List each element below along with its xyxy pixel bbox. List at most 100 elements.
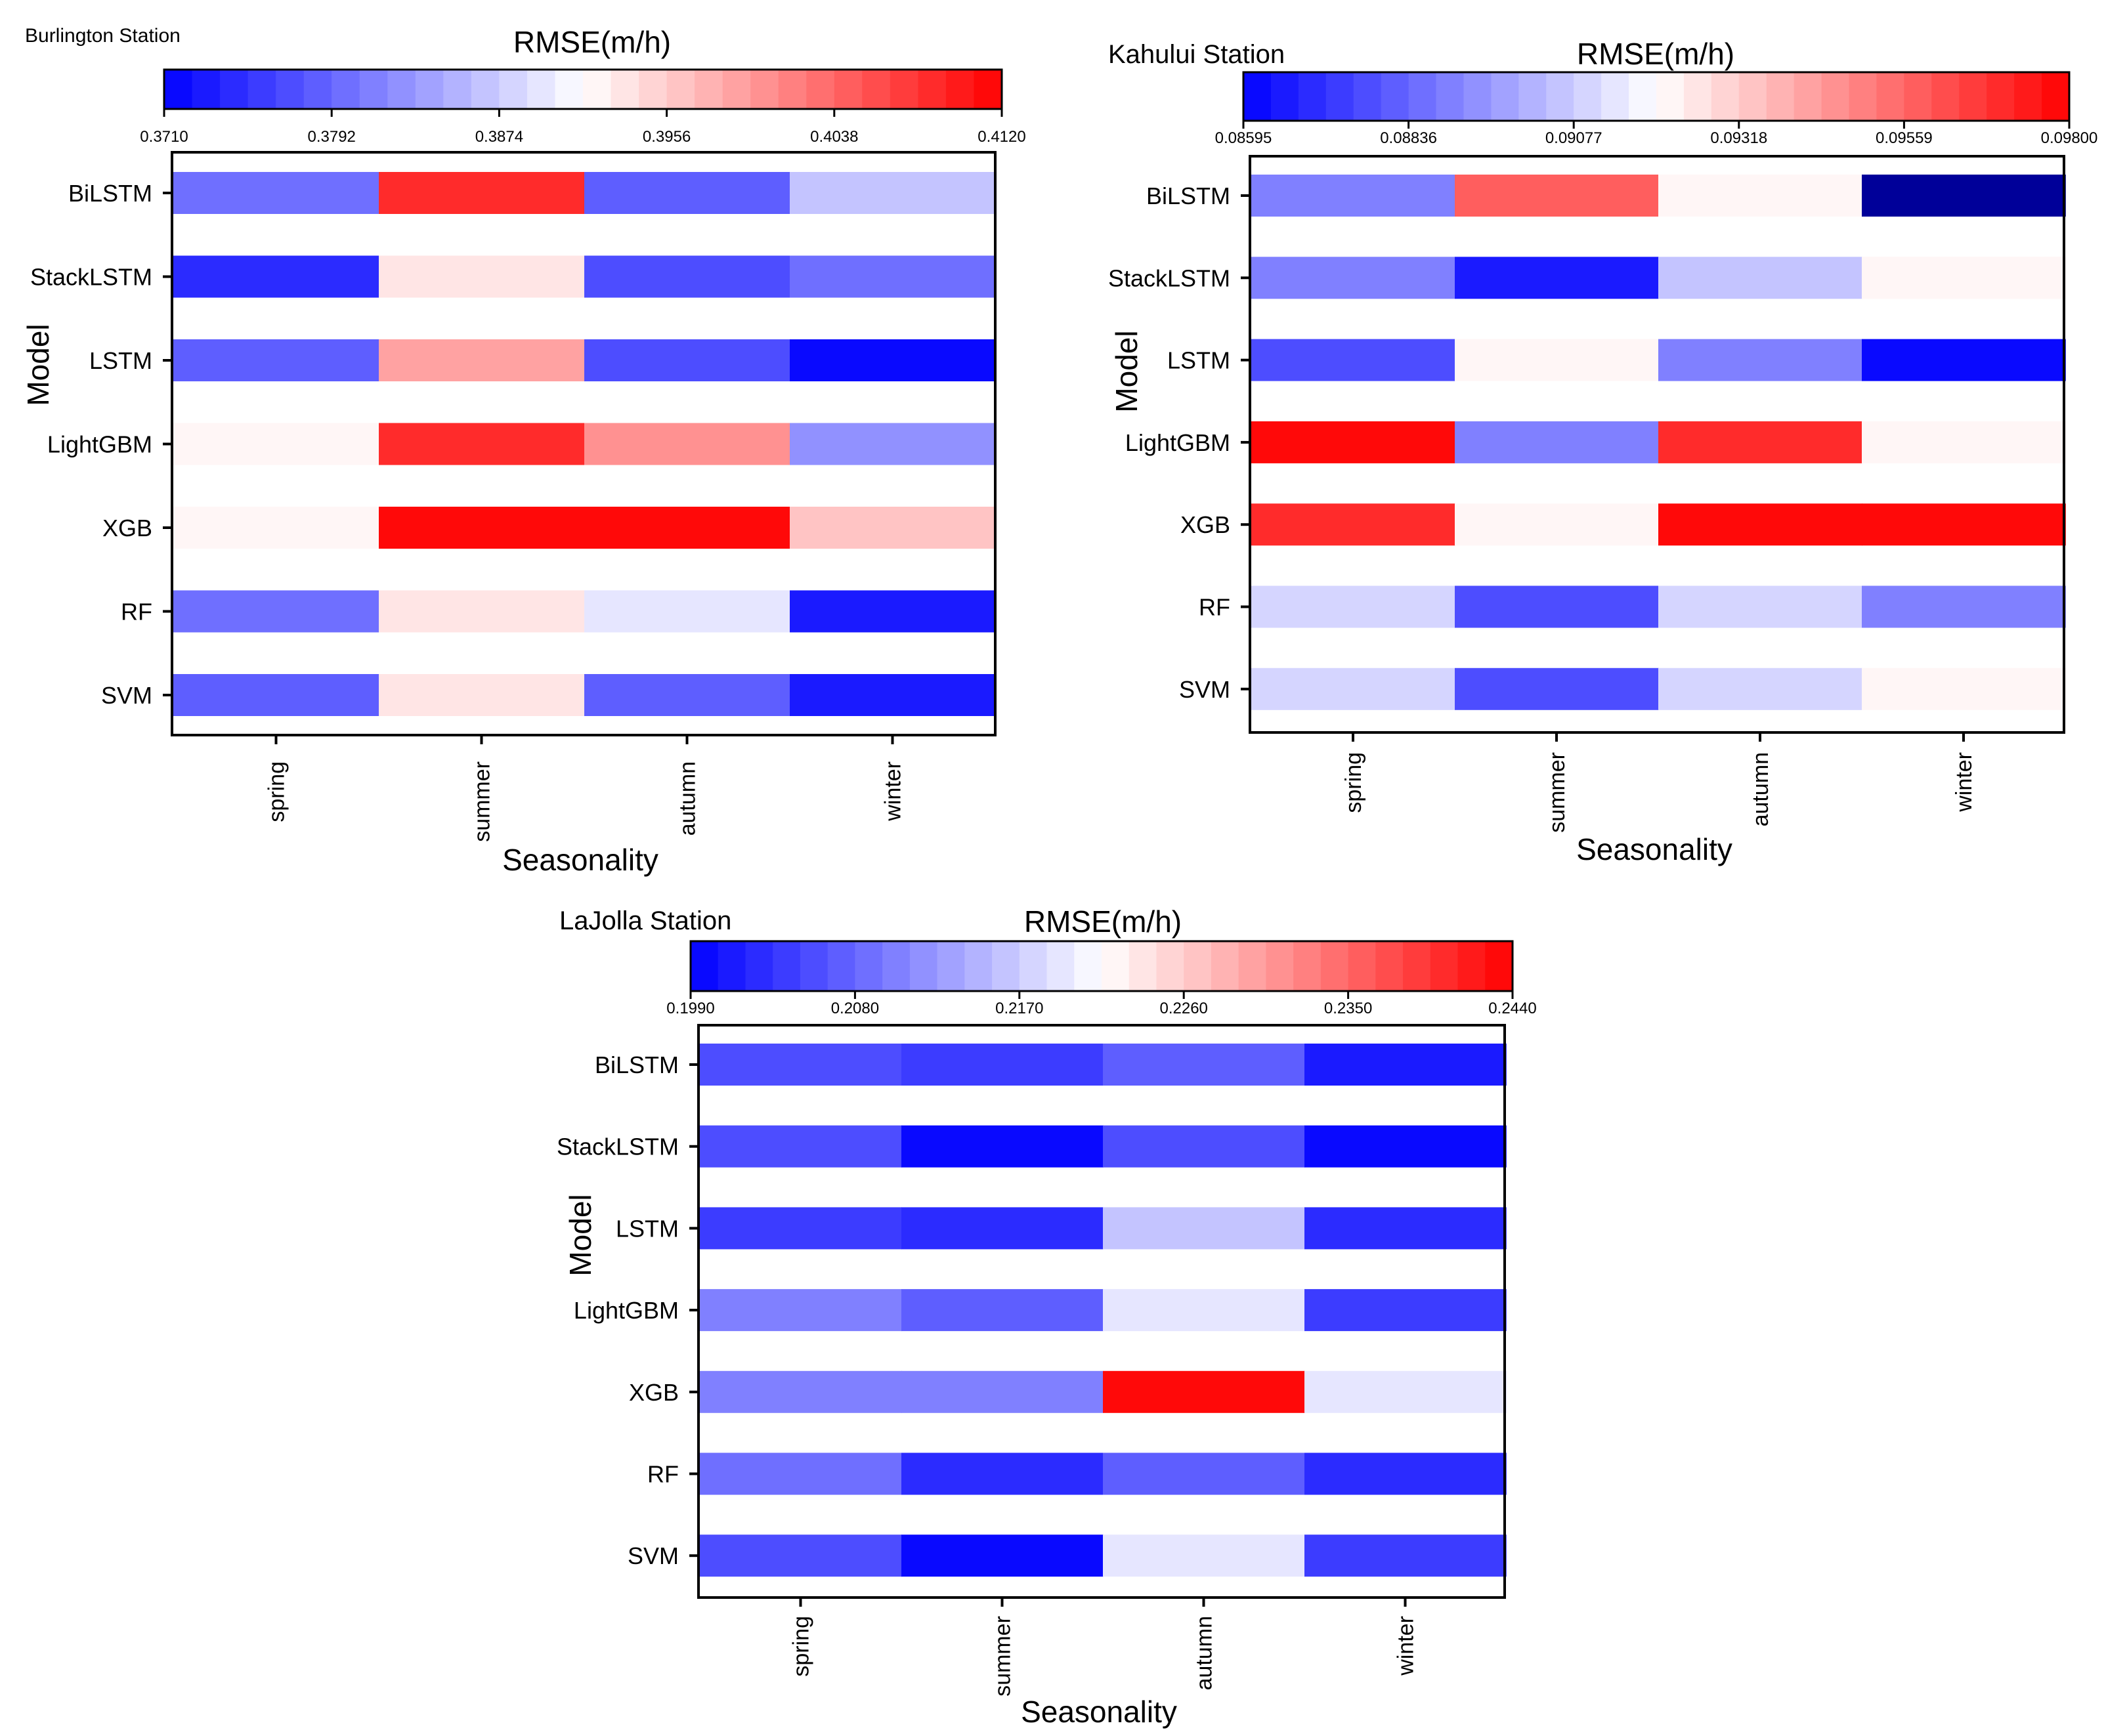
colorbar-swatch [1711, 72, 1740, 121]
colorbar-tick-label: 0.3874 [475, 128, 523, 146]
heatmap-cell [901, 1207, 1104, 1250]
y-tick-label: RF [121, 599, 152, 625]
colorbar-swatch [555, 70, 584, 109]
colorbar-swatch [387, 70, 416, 109]
heatmap-cell [584, 255, 790, 298]
x-tick-label: summer [1545, 752, 1570, 833]
heatmap-cell [379, 339, 585, 381]
colorbar-label: RMSE(m/h) [513, 25, 671, 59]
colorbar-swatch [1102, 941, 1130, 991]
heatmap-cell [1862, 667, 2066, 710]
y-tick-label: SVM [1179, 676, 1230, 703]
y-tick-label: XGB [1180, 511, 1230, 538]
colorbar-frame [163, 68, 1003, 110]
colorbar-tick-label: 0.3710 [140, 128, 188, 146]
heatmap-cell [173, 172, 379, 214]
heatmap-cell [790, 590, 996, 633]
colorbar-tick-label: 0.3956 [643, 128, 691, 146]
colorbar-swatch [1348, 941, 1376, 991]
heatmap-cell [1251, 339, 1455, 381]
colorbar-swatch [1987, 72, 2015, 121]
x-tick-label: spring [1341, 752, 1366, 813]
colorbar-frame [689, 940, 1514, 992]
colorbar-swatch [1238, 941, 1266, 991]
heatmap-cell [1658, 175, 1862, 217]
y-tick-label: LightGBM [1125, 429, 1230, 456]
colorbar-swatch [2014, 72, 2042, 121]
colorbar-swatch [1211, 941, 1239, 991]
heatmap-cell [379, 423, 585, 465]
heatmap-cell [901, 1370, 1104, 1413]
heatmap-cells [700, 1044, 1507, 1577]
colorbar-swatch [666, 70, 695, 109]
colorbar-swatch [862, 70, 891, 109]
heatmap-cell [1862, 421, 2066, 463]
heatmap-cell [584, 507, 790, 549]
heatmap-cell [1455, 257, 1659, 299]
heatmap-cell [584, 674, 790, 716]
y-axis: BiLSTM StackLSTM LSTM LightGBM XGB RF SVM [557, 1051, 698, 1569]
colorbar-swatch [1046, 941, 1075, 991]
colorbar-tick-label: 0.09077 [1545, 129, 1602, 147]
y-tick-label: BiLSTM [1146, 182, 1230, 209]
colorbar-swatch [691, 941, 719, 991]
plot-frame [1249, 155, 2065, 734]
colorbar-swatch [695, 70, 723, 109]
colorbar-swatch [1766, 72, 1795, 121]
heatmap-cell [1455, 339, 1659, 381]
colorbar-swatch [192, 70, 221, 109]
colorbar-swatch [1403, 941, 1431, 991]
heatmap-cell [1251, 585, 1455, 628]
y-tick-label: XGB [629, 1379, 679, 1406]
colorbar-tick-label: 0.4038 [810, 128, 858, 146]
colorbar-swatch [1738, 72, 1767, 121]
colorbar-swatch [1959, 72, 1987, 121]
colorbar-swatch [1491, 72, 1519, 121]
colorbar-swatch [964, 941, 993, 991]
colorbar-swatch [332, 70, 360, 109]
colorbar-swatch [745, 941, 773, 991]
colorbar-swatch [443, 70, 472, 109]
panel-lajolla: LaJolla Station RMSE(m/h) 0.1990 0.2080 0.… [557, 904, 1537, 1729]
heatmap-cell [790, 172, 996, 214]
x-tick-label: summer [470, 761, 495, 842]
station-title: LaJolla Station [559, 906, 731, 935]
colorbar-swatch [1375, 941, 1404, 991]
colorbar-swatch [1463, 72, 1492, 121]
colorbar-swatch [1408, 72, 1437, 121]
x-axis: spring summer autumn winter [265, 735, 906, 842]
colorbar-swatch [1876, 72, 1904, 121]
colorbar-swatch [1683, 72, 1712, 121]
panel-kahului: Kahului Station RMSE(m/h) 0.08595 0.08836… [1108, 37, 2097, 866]
colorbar-swatch [1320, 941, 1349, 991]
y-tick-label: StackLSTM [30, 264, 152, 291]
colorbar-tick-label: 0.08595 [1215, 129, 1272, 147]
heatmap-cell [1862, 585, 2066, 628]
heatmap-cell [1103, 1370, 1305, 1413]
heatmap-cell [1658, 339, 1862, 381]
colorbar-swatch [722, 70, 751, 109]
x-axis-title: Seasonality [502, 843, 658, 877]
colorbar-swatch [1156, 941, 1184, 991]
heatmap-cell [1862, 257, 2066, 299]
colorbar-swatch [1184, 941, 1212, 991]
heatmap-cell [1658, 585, 1862, 628]
x-tick-label: autumn [1192, 1616, 1217, 1690]
colorbar-tick-label: 0.2350 [1324, 1000, 1372, 1017]
heatmap-cell [1103, 1044, 1305, 1086]
colorbar-swatch [1574, 72, 1602, 121]
colorbar-swatch [1381, 72, 1409, 121]
colorbar-swatch [639, 70, 668, 109]
colorbar-swatch [974, 70, 1002, 109]
y-tick-label: RF [1199, 594, 1230, 621]
colorbar-tick-label: 0.2440 [1488, 1000, 1536, 1017]
heatmap-cell [1103, 1289, 1305, 1332]
heatmap-cell [1455, 421, 1659, 463]
colorbar-swatch [1270, 72, 1299, 121]
colorbar-swatch [1629, 72, 1657, 121]
panel-burlington: Burlington Station RMSE(m/h) 0.3710 0.379… [21, 25, 1026, 877]
heatmap-cell [1103, 1452, 1305, 1495]
colorbar-tick-label: 0.08836 [1380, 129, 1437, 147]
heatmap-cell [379, 590, 585, 633]
